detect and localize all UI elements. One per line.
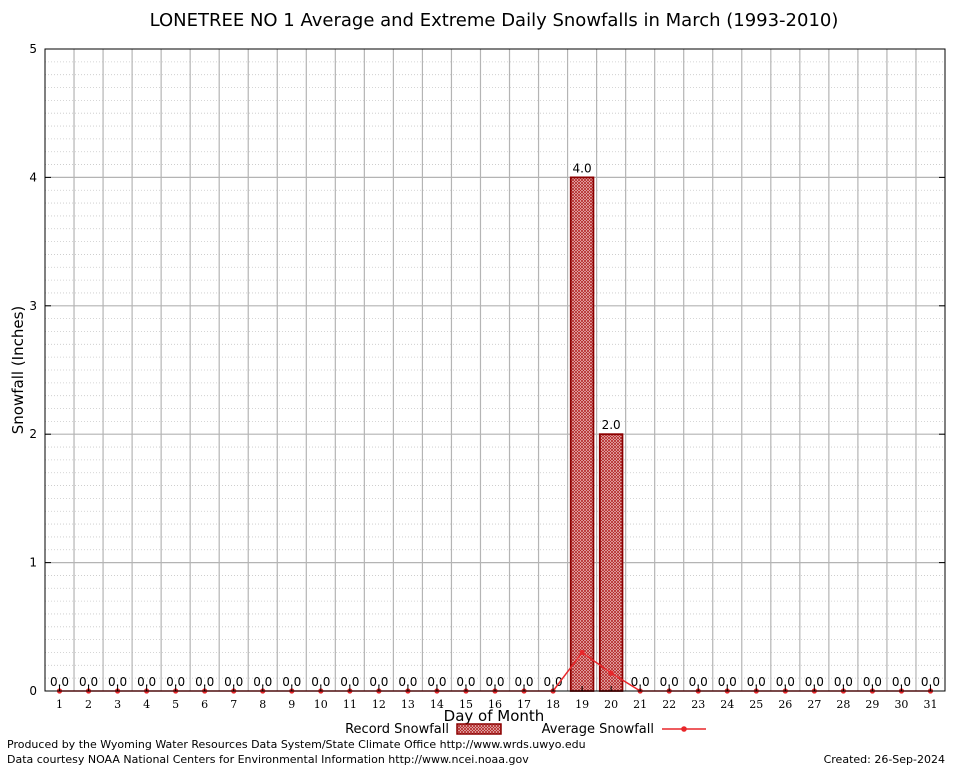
x-tick-label-6: 6	[201, 698, 208, 711]
bar-label-17: 0.0	[514, 675, 533, 689]
chart-title: LONETREE NO 1 Average and Extreme Daily …	[150, 10, 839, 31]
x-tick-label-14: 14	[430, 698, 444, 711]
bar-label-23: 0.0	[689, 675, 708, 689]
bar-value-labels: 0.0 0.0 0.0 0.0 0.0 0.0 0.0 0.0 0.0 0.0 0.0 0.0 0.0 0…	[50, 161, 940, 689]
x-tick-label-16: 16	[488, 698, 502, 711]
x-tick-label-31: 31	[923, 698, 937, 711]
y-tick-label-0: 0	[29, 684, 37, 698]
x-tick-label-22: 22	[662, 698, 676, 711]
x-tick-label-28: 28	[836, 698, 850, 711]
bar-label-30: 0.0	[892, 675, 911, 689]
x-tick-label-9: 9	[288, 698, 295, 711]
bar-label-5: 0.0	[166, 675, 185, 689]
bar-label-29: 0.0	[863, 675, 882, 689]
x-tick-label-13: 13	[401, 698, 415, 711]
bar-label-25: 0.0	[747, 675, 766, 689]
x-axis-ticks: 1 2 3 4 5 6 7 8 9 10 11 12 13 14 15 16 17 18 19 20 21 22 23 24 2…	[56, 686, 937, 711]
x-tick-label-7: 7	[230, 698, 237, 711]
y-axis-label: Snowfall (Inches)	[9, 306, 27, 434]
legend-record-swatch	[456, 723, 502, 735]
bar-label-12: 0.0	[369, 675, 388, 689]
x-tick-label-19: 19	[575, 698, 589, 711]
footer-produced-by: Produced by the Wyoming Water Resources …	[7, 738, 586, 751]
bar-label-26: 0.0	[776, 675, 795, 689]
bar-label-3: 0.0	[108, 675, 127, 689]
bar-label-13: 0.0	[398, 675, 417, 689]
y-axis-ticks: 0 1 2 3 4 5	[29, 42, 945, 698]
x-tick-label-1: 1	[56, 698, 63, 711]
bar-label-21: 0.0	[631, 675, 650, 689]
record-bar-20	[598, 433, 624, 692]
average-point-20	[608, 670, 614, 676]
record-bars	[569, 176, 624, 692]
y-tick-label-5: 5	[29, 42, 37, 56]
bar-label-28: 0.0	[834, 675, 853, 689]
legend-average-marker	[681, 726, 687, 732]
bar-label-9: 0.0	[282, 675, 301, 689]
footer-created: Created: 26-Sep-2024	[823, 753, 945, 766]
bar-label-16: 0.0	[485, 675, 504, 689]
minor-grid	[45, 61, 945, 679]
bar-label-22: 0.0	[660, 675, 679, 689]
bar-label-6: 0.0	[195, 675, 214, 689]
x-tick-label-24: 24	[720, 698, 734, 711]
bar-label-4: 0.0	[137, 675, 156, 689]
x-tick-label-8: 8	[259, 698, 266, 711]
x-tick-label-12: 12	[372, 698, 386, 711]
x-axis-label: Day of Month	[444, 707, 545, 725]
bar-label-11: 0.0	[340, 675, 359, 689]
x-tick-label-5: 5	[172, 698, 179, 711]
x-tick-label-29: 29	[865, 698, 879, 711]
x-tick-label-18: 18	[546, 698, 560, 711]
legend: Record Snowfall Average Snowfall	[345, 722, 706, 737]
major-grid	[45, 49, 945, 691]
x-tick-label-17: 17	[517, 698, 531, 711]
x-tick-label-26: 26	[778, 698, 792, 711]
x-tick-label-4: 4	[143, 698, 150, 711]
bar-label-24: 0.0	[718, 675, 737, 689]
bar-label-2: 0.0	[79, 675, 98, 689]
bar-label-10: 0.0	[311, 675, 330, 689]
record-bar-19	[569, 176, 595, 692]
x-tick-label-15: 15	[459, 698, 473, 711]
y-tick-label-4: 4	[29, 170, 37, 184]
y-tick-label-2: 2	[29, 427, 37, 441]
x-tick-label-23: 23	[691, 698, 705, 711]
legend-record-label: Record Snowfall	[345, 722, 449, 737]
footer-data-courtesy: Data courtesy NOAA National Centers for …	[7, 753, 529, 766]
x-tick-label-11: 11	[343, 698, 357, 711]
bar-label-14: 0.0	[427, 675, 446, 689]
bar-label-8: 0.0	[253, 675, 272, 689]
x-tick-label-30: 30	[894, 698, 908, 711]
bar-label-1: 0.0	[50, 675, 69, 689]
x-tick-label-21: 21	[633, 698, 647, 711]
bar-label-19: 4.0	[573, 161, 592, 175]
bar-label-27: 0.0	[805, 675, 824, 689]
legend-average-label: Average Snowfall	[542, 722, 654, 737]
bar-label-31: 0.0	[921, 675, 940, 689]
x-tick-label-2: 2	[85, 698, 92, 711]
x-tick-label-3: 3	[114, 698, 121, 711]
bar-label-15: 0.0	[456, 675, 475, 689]
x-tick-label-10: 10	[314, 698, 328, 711]
average-point-19	[579, 649, 585, 656]
x-tick-label-27: 27	[807, 698, 821, 711]
bar-label-7: 0.0	[224, 675, 243, 689]
y-tick-label-3: 3	[29, 299, 37, 313]
bar-label-20: 2.0	[602, 418, 621, 432]
y-tick-label-1: 1	[29, 556, 37, 570]
x-tick-label-20: 20	[604, 698, 618, 711]
x-tick-label-25: 25	[749, 698, 763, 711]
